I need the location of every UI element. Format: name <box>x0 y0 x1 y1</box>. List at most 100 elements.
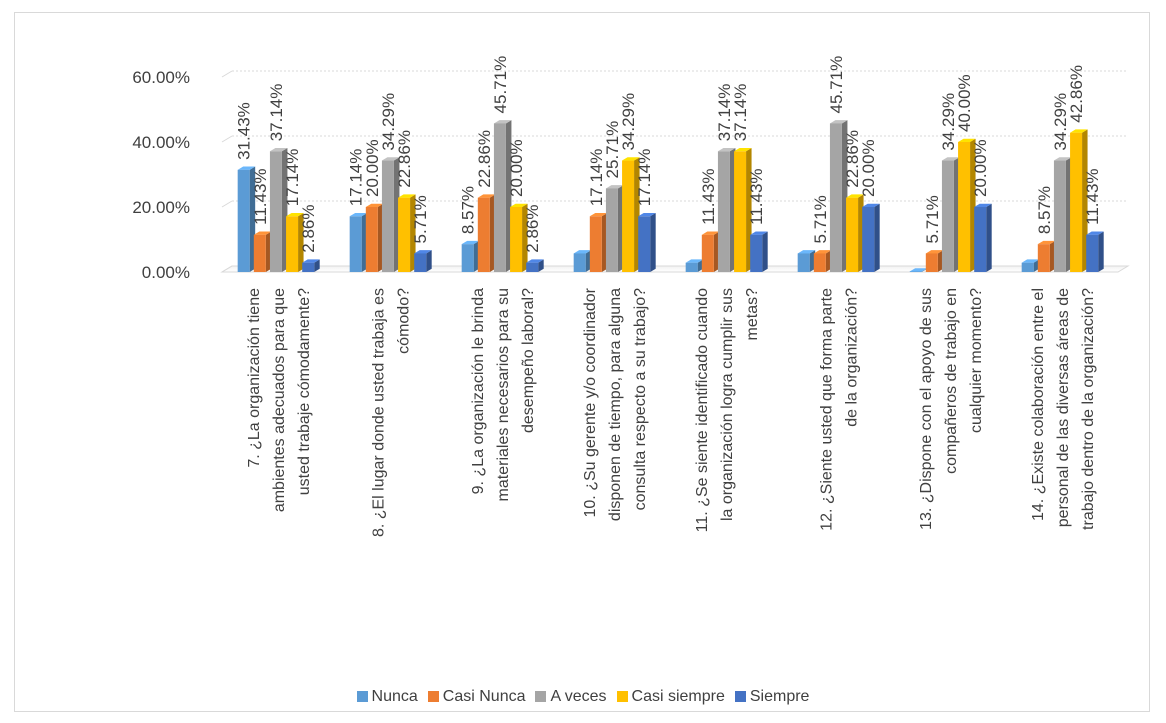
bar-top <box>605 185 624 189</box>
bar <box>414 250 432 272</box>
legend-label: Nunca <box>371 688 418 705</box>
data-label: 34.29% <box>1051 93 1070 151</box>
bar-side <box>650 212 656 272</box>
bar-front <box>974 207 987 272</box>
bar-front <box>829 123 842 272</box>
bar-top <box>1086 231 1104 235</box>
data-label: 37.14% <box>715 84 734 142</box>
data-label: 17.14% <box>283 149 302 207</box>
category-label-line: trabajo dentro de la organización? <box>1080 288 1097 530</box>
bar-side <box>746 147 752 272</box>
bar-side <box>713 231 720 272</box>
category-label-line: 11. ¿Se siente identificado cuando <box>694 288 711 532</box>
data-label: 11.43% <box>1083 168 1102 224</box>
bar-front <box>237 169 250 272</box>
bar-top <box>829 120 848 124</box>
category-label-line: personal de las diversas áreas de <box>1055 288 1072 527</box>
bar-top <box>510 203 528 207</box>
category-label-line: cualquier momento? <box>968 288 985 433</box>
bar-front <box>909 271 922 272</box>
legend-swatch <box>616 691 628 702</box>
legend-item: Siempre <box>734 688 809 706</box>
category-label-line: 10. ¿Su gerente y/o coordinador <box>582 287 599 517</box>
bar <box>573 250 592 272</box>
bar <box>605 185 624 272</box>
bar-side <box>617 185 624 272</box>
y-axis: 0.00% 20.00% 40.00% 60.00% <box>132 68 190 282</box>
bar-side <box>841 120 848 272</box>
category-label: 7. ¿La organización tiene ambientes adecu… <box>246 288 313 512</box>
bar-side <box>489 194 496 272</box>
bar-top <box>477 194 496 198</box>
bar <box>797 250 816 272</box>
category-label-line: desempeño laboral? <box>520 288 537 433</box>
bar <box>510 203 528 272</box>
bar-top <box>685 259 704 263</box>
bar-front <box>349 216 362 272</box>
bar-top <box>734 147 752 152</box>
bar-top <box>1021 259 1040 263</box>
bar-side <box>601 212 608 272</box>
bar-front <box>1086 234 1099 272</box>
bar-side <box>809 250 816 272</box>
bar-front <box>365 207 378 272</box>
bar-side <box>249 166 256 272</box>
bar-front <box>398 197 411 272</box>
bar-side <box>426 250 432 272</box>
bar-top <box>958 138 976 142</box>
bar-front <box>477 197 490 272</box>
bar-side <box>410 194 416 272</box>
gridline-depth <box>221 135 233 143</box>
bar-top <box>797 250 816 254</box>
bar-front <box>701 234 714 272</box>
bar <box>1021 259 1040 272</box>
data-label: 25.71% <box>603 121 622 179</box>
x-axis: 7. ¿La organización tiene ambientes adecu… <box>246 287 1097 537</box>
bar <box>349 212 368 272</box>
legend-item: Casi Nunca <box>427 688 525 706</box>
bar <box>1086 231 1104 272</box>
category-label: 14. ¿Existe colaboración entre el persona… <box>1030 288 1097 530</box>
bar-side <box>634 157 640 272</box>
bar-top <box>365 203 384 207</box>
bar-top <box>909 268 928 272</box>
category-label-line: consulta respecto a su trabajo? <box>632 288 649 510</box>
bar-top <box>846 194 864 198</box>
bar-front <box>381 160 394 272</box>
legend-item: Nunca <box>356 688 418 706</box>
bar-front <box>846 197 859 272</box>
bar-top <box>253 231 272 235</box>
bar <box>717 147 736 272</box>
bar <box>734 147 752 272</box>
data-label: 34.29% <box>939 93 958 151</box>
bar-front <box>925 253 938 272</box>
bar-side <box>697 259 704 272</box>
bar-front <box>269 151 282 272</box>
bar-side <box>1065 157 1072 272</box>
bar-side <box>522 203 528 272</box>
bar-front <box>941 160 954 272</box>
bar-front <box>414 253 427 272</box>
bar-side <box>314 259 320 272</box>
bar-side <box>393 157 400 272</box>
bar <box>493 120 512 272</box>
data-label: 20.00% <box>363 139 382 197</box>
category-label-line: de la organización? <box>844 288 861 427</box>
bar-top <box>493 120 512 124</box>
bar <box>701 231 720 272</box>
bar-side <box>361 212 368 272</box>
bar-side <box>473 240 480 272</box>
bar-side <box>953 157 960 272</box>
bar-side <box>858 194 864 272</box>
data-label: 17.14% <box>587 149 606 207</box>
bar-side <box>1098 231 1104 272</box>
bar-top <box>286 212 304 217</box>
category-label: 13. ¿Dispone con el apoyo de sus compañer… <box>918 288 985 530</box>
data-label: 17.14% <box>347 149 366 207</box>
category-label-line: 9. ¿La organización le brinda <box>470 288 487 494</box>
bar-top <box>461 240 480 245</box>
bar-top <box>237 166 256 170</box>
category-label-line: compañeros de trabajo en <box>943 288 960 474</box>
bar <box>365 203 384 272</box>
